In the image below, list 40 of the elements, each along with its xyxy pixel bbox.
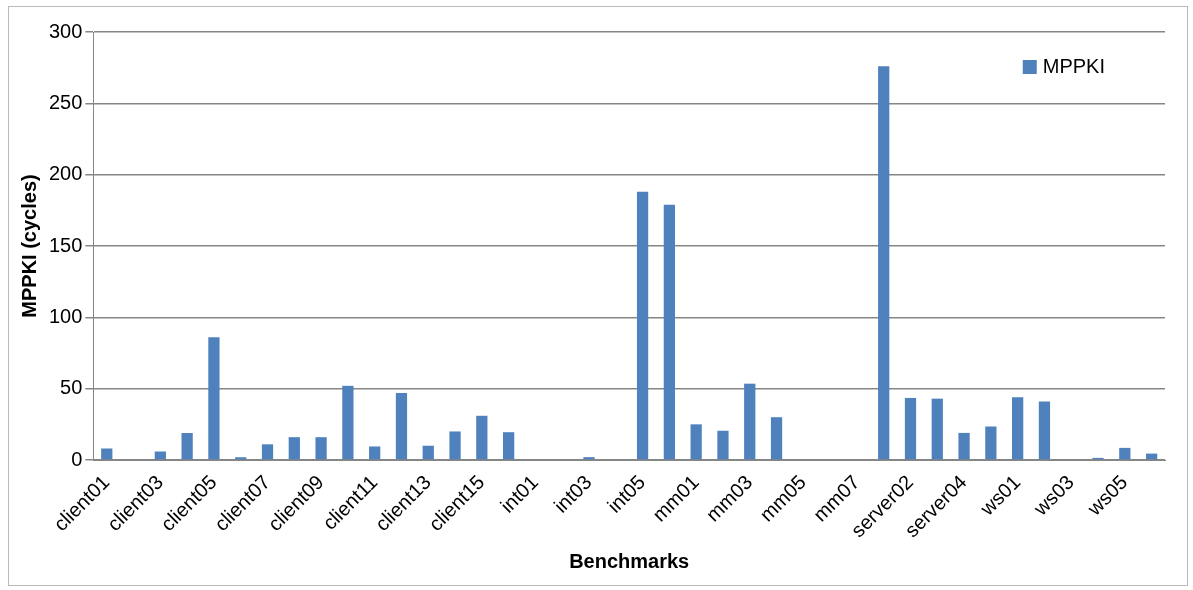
y-tick-label: 50	[60, 376, 83, 399]
bar	[878, 66, 890, 460]
bar	[154, 451, 166, 460]
bar	[449, 431, 461, 460]
bar	[1012, 397, 1024, 460]
bar	[1038, 401, 1051, 460]
bar	[770, 417, 783, 460]
bar	[744, 383, 756, 460]
y-tick-label: 250	[48, 90, 83, 113]
bar	[663, 204, 675, 460]
bar	[985, 426, 997, 460]
bar	[904, 397, 917, 460]
legend-label: MPPKI	[1042, 54, 1106, 77]
bar	[208, 337, 220, 460]
y-tick-label: 200	[48, 162, 83, 185]
bar	[101, 448, 113, 460]
bar	[235, 457, 247, 460]
y-tick-label: 300	[48, 19, 83, 42]
bar	[931, 398, 943, 460]
y-axis-title: MPPKI (cycles)	[17, 174, 40, 318]
bar	[288, 437, 300, 460]
bar	[583, 457, 595, 460]
bar	[261, 444, 274, 460]
bar	[636, 191, 649, 460]
bar	[717, 430, 729, 460]
bar	[690, 424, 702, 460]
y-tick-label: 150	[48, 233, 83, 256]
y-tick-label: 100	[48, 304, 83, 327]
bar	[395, 392, 408, 460]
bar	[342, 385, 354, 460]
bar	[476, 415, 488, 460]
bar	[422, 445, 434, 460]
bar	[958, 432, 970, 460]
bar	[315, 437, 327, 460]
y-tick-label: 0	[71, 447, 83, 470]
bar	[503, 432, 515, 460]
x-axis-title: Benchmarks	[569, 549, 690, 572]
bar	[181, 432, 193, 460]
bar	[1119, 447, 1131, 460]
bar	[369, 446, 381, 460]
